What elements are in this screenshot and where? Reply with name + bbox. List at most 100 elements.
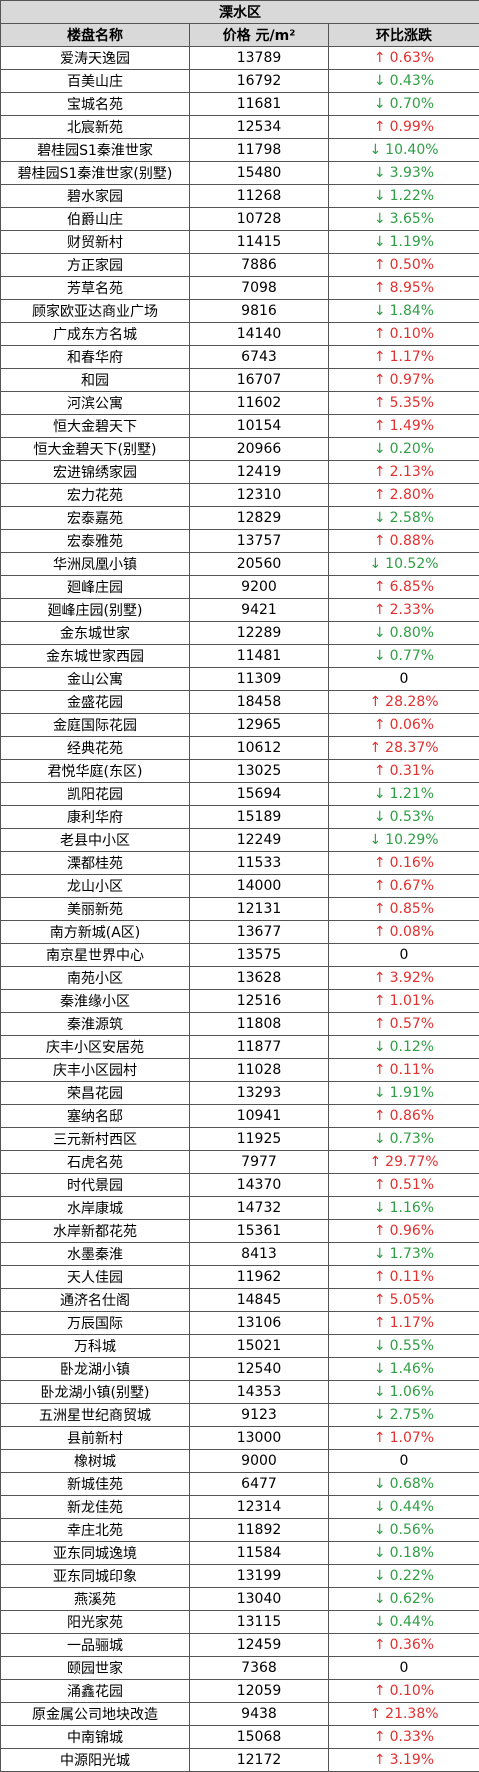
arrow-down-icon: ↓ (369, 832, 381, 848)
property-name: 五洲星世纪商贸城 (1, 1404, 190, 1427)
property-price: 11962 (190, 1266, 329, 1289)
arrow-up-icon: ↑ (374, 1108, 386, 1124)
price-change: ↑0.67% (329, 875, 479, 898)
property-price: 11533 (190, 852, 329, 875)
property-price: 12829 (190, 507, 329, 530)
price-change: ↑3.92% (329, 967, 479, 990)
arrow-up-icon: ↑ (374, 1752, 386, 1768)
property-price: 12172 (190, 1749, 329, 1772)
property-price: 12289 (190, 622, 329, 645)
property-name: 恒大金碧天下(别墅) (1, 438, 190, 461)
arrow-down-icon: ↓ (374, 1545, 386, 1561)
property-name: 亚东同城印象 (1, 1565, 190, 1588)
change-percent: 1.22% (390, 188, 434, 204)
arrow-down-icon: ↓ (374, 96, 386, 112)
property-name: 卧龙湖小镇(别墅) (1, 1381, 190, 1404)
arrow-up-icon: ↑ (374, 878, 386, 894)
price-change: ↓0.18% (329, 1542, 479, 1565)
change-percent: 0.36% (390, 1637, 434, 1653)
arrow-down-icon: ↓ (374, 441, 386, 457)
price-change: ↑0.63% (329, 47, 479, 70)
property-name: 北宸新苑 (1, 116, 190, 139)
title-row: 溧水区 (1, 1, 479, 24)
property-price: 15068 (190, 1726, 329, 1749)
property-name: 石虎名苑 (1, 1151, 190, 1174)
property-price: 14845 (190, 1289, 329, 1312)
arrow-up-icon: ↑ (374, 970, 386, 986)
property-name: 三元新村西区 (1, 1128, 190, 1151)
property-price: 11415 (190, 231, 329, 254)
property-name: 通济名仕阁 (1, 1289, 190, 1312)
price-change: ↓0.80% (329, 622, 479, 645)
price-change: 0 (329, 1657, 479, 1680)
property-name: 金盛花园 (1, 691, 190, 714)
property-name: 县前新村 (1, 1427, 190, 1450)
change-percent: 0.99% (390, 119, 434, 135)
arrow-down-icon: ↓ (374, 648, 386, 664)
change-percent: 0.08% (390, 924, 434, 940)
change-percent: 1.84% (390, 303, 434, 319)
arrow-down-icon: ↓ (369, 142, 381, 158)
arrow-up-icon: ↑ (374, 1430, 386, 1446)
property-price: 15480 (190, 162, 329, 185)
property-price: 9200 (190, 576, 329, 599)
arrow-up-icon: ↑ (374, 1729, 386, 1745)
property-name: 庆丰小区安居苑 (1, 1036, 190, 1059)
change-percent: 3.92% (390, 970, 434, 986)
property-price: 8413 (190, 1243, 329, 1266)
arrow-up-icon: ↑ (374, 372, 386, 388)
arrow-up-icon: ↑ (374, 579, 386, 595)
arrow-up-icon: ↑ (374, 924, 386, 940)
price-change: ↓1.73% (329, 1243, 479, 1266)
property-name: 时代景园 (1, 1174, 190, 1197)
property-name: 龙山小区 (1, 875, 190, 898)
price-change: ↑0.57% (329, 1013, 479, 1036)
header-price: 价格 元/m² (190, 24, 329, 47)
change-percent: 0.51% (390, 1177, 434, 1193)
property-price: 13757 (190, 530, 329, 553)
property-price: 13025 (190, 760, 329, 783)
property-price: 11481 (190, 645, 329, 668)
property-name: 新城佳苑 (1, 1473, 190, 1496)
arrow-down-icon: ↓ (374, 1522, 386, 1538)
change-percent: 1.07% (390, 1430, 434, 1446)
price-change: ↓1.06% (329, 1381, 479, 1404)
property-price: 13677 (190, 921, 329, 944)
change-percent: 0 (400, 1453, 409, 1469)
property-price: 6477 (190, 1473, 329, 1496)
property-name: 宏泰雅苑 (1, 530, 190, 553)
change-percent: 0.63% (390, 50, 434, 66)
property-price: 18458 (190, 691, 329, 714)
property-price: 9816 (190, 300, 329, 323)
property-price: 13199 (190, 1565, 329, 1588)
property-price: 14000 (190, 875, 329, 898)
property-price: 9438 (190, 1703, 329, 1726)
property-name: 廻峰庄园 (1, 576, 190, 599)
property-price: 11798 (190, 139, 329, 162)
property-name: 爱涛天逸园 (1, 47, 190, 70)
change-percent: 10.52% (385, 556, 438, 572)
property-name: 万辰国际 (1, 1312, 190, 1335)
arrow-up-icon: ↑ (374, 1637, 386, 1653)
arrow-down-icon: ↓ (374, 1361, 386, 1377)
property-price: 10612 (190, 737, 329, 760)
